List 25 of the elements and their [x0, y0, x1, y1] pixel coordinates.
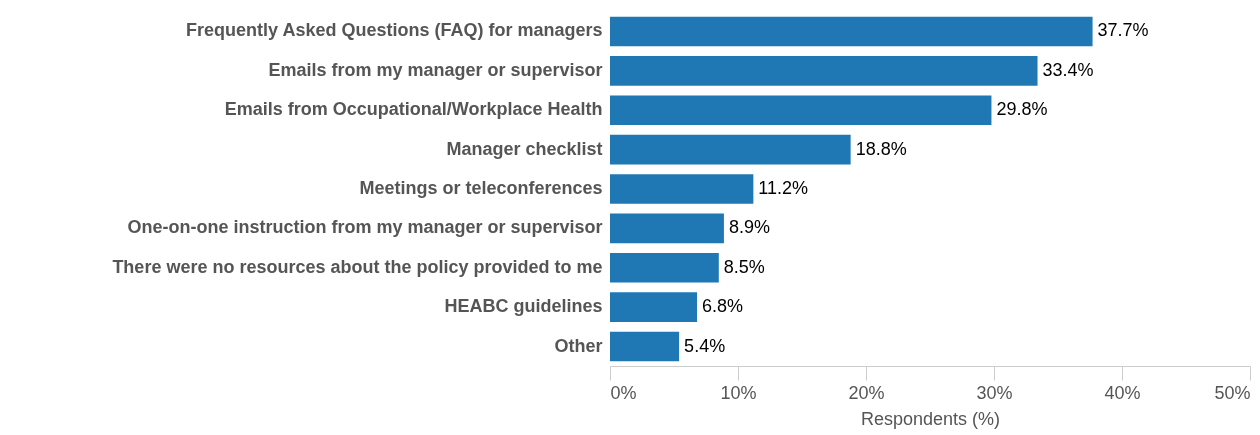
- x-tick-label: 30%: [976, 382, 1013, 403]
- x-tick-label: 50%: [1214, 382, 1251, 403]
- data-label: 6.8%: [702, 296, 744, 317]
- data-label: 8.9%: [728, 217, 770, 238]
- y-tick-label: Meetings or teleconferences: [359, 178, 603, 198]
- data-label: 11.2%: [758, 178, 809, 198]
- y-tick-label: Frequently Asked Questions (FAQ) for managers: [186, 20, 603, 41]
- data-label: 37.7%: [1097, 20, 1149, 41]
- y-tick-label: There were no resources about the policy provided to me: [112, 256, 603, 277]
- data-label: 33.4%: [1042, 59, 1094, 80]
- x-tick-label: 0%: [610, 382, 637, 403]
- x-tick-label: 40%: [1104, 382, 1141, 403]
- x-tick-label: 20%: [848, 382, 885, 403]
- data-label: 18.8%: [855, 138, 907, 159]
- y-tick-label: Other: [554, 335, 603, 356]
- data-label: 29.8%: [996, 99, 1048, 120]
- y-tick-label: Emails from my manager or supervisor: [268, 59, 603, 80]
- y-tick-label: HEABC guidelines: [444, 296, 603, 317]
- y-tick-label: One-on-one instruction from my manager or supervisor: [127, 217, 603, 238]
- x-tick-label: 10%: [720, 382, 757, 403]
- y-tick-label: Emails from Occupational/Workplace Health: [224, 99, 603, 120]
- x-axis-title: Respondents (%): [860, 408, 1001, 429]
- data-label: 5.4%: [684, 335, 726, 356]
- data-label: 8.5%: [723, 256, 765, 277]
- y-tick-label: Manager checklist: [446, 138, 603, 159]
